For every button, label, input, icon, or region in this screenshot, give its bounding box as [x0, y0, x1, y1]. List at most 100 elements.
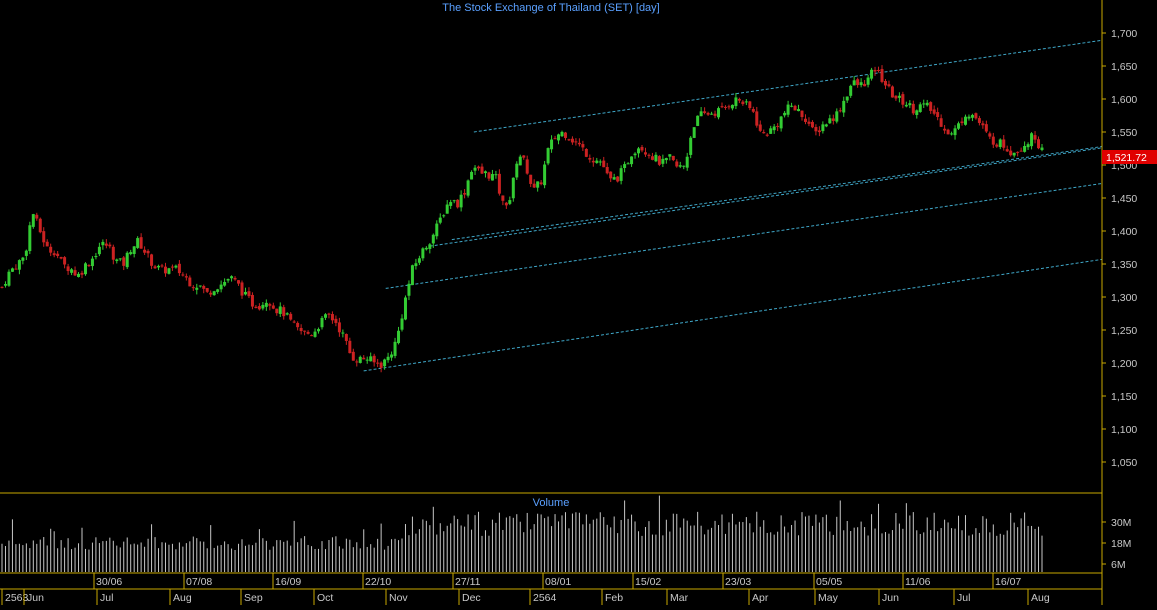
- candle-body: [111, 246, 115, 260]
- candle-body: [219, 284, 223, 290]
- candle-body: [797, 109, 801, 112]
- candle-body: [355, 361, 359, 363]
- candle-body: [807, 121, 811, 124]
- candle-body: [581, 144, 585, 148]
- candle-body: [247, 291, 251, 297]
- candle-body: [793, 105, 797, 111]
- month-label: May: [818, 592, 839, 604]
- candle-body: [143, 249, 147, 253]
- candle-body: [501, 195, 505, 201]
- candle-body: [320, 317, 324, 328]
- price-tick-label: 1,100: [1111, 424, 1137, 436]
- candle-body: [153, 266, 157, 269]
- channel-line: [363, 258, 1103, 372]
- candle-body: [936, 112, 940, 118]
- candle-body: [407, 283, 411, 296]
- candle-body: [953, 128, 957, 136]
- candle-body: [21, 257, 25, 261]
- candle-body: [1030, 133, 1034, 147]
- candle-body: [146, 250, 150, 254]
- candle-body: [303, 330, 307, 332]
- candle-body: [317, 329, 321, 332]
- candle-body: [810, 121, 814, 128]
- channel-line: [451, 146, 1103, 241]
- candle-body: [1023, 145, 1027, 152]
- candle-body: [421, 248, 425, 259]
- candle-body: [504, 202, 508, 206]
- candle-body: [445, 204, 449, 214]
- candle-body: [915, 110, 919, 115]
- candle-body: [946, 129, 950, 135]
- candle-body: [261, 304, 265, 309]
- candle-body: [379, 362, 383, 368]
- month-label: Aug: [173, 592, 192, 604]
- candle-body: [170, 266, 174, 268]
- candle-body: [289, 313, 293, 320]
- candle-body: [772, 126, 776, 131]
- candle-body: [932, 109, 936, 114]
- candle-body: [717, 108, 721, 118]
- candle-body: [275, 308, 279, 314]
- candle-body: [212, 291, 216, 296]
- candle-body: [890, 86, 894, 98]
- candle-body: [463, 193, 467, 195]
- candle-body: [250, 294, 254, 307]
- candle-body: [567, 139, 571, 141]
- last-price-badge: [1102, 150, 1157, 164]
- price-tick-label: 1,650: [1111, 61, 1137, 73]
- candle-body: [963, 116, 967, 125]
- candle-body: [776, 125, 780, 127]
- candle-body: [150, 254, 154, 266]
- date-label: 16/07: [995, 576, 1021, 588]
- candle-body: [45, 241, 49, 247]
- date-label: 08/01: [545, 576, 571, 588]
- candle-body: [282, 307, 286, 317]
- date-label: 23/03: [725, 576, 751, 588]
- candle-body: [710, 113, 714, 115]
- price-tick-label: 1,250: [1111, 325, 1137, 337]
- candle-body: [410, 265, 414, 286]
- candle-body: [376, 362, 380, 364]
- candle-body: [278, 306, 282, 314]
- candle-body: [351, 351, 355, 361]
- candle-body: [1026, 144, 1030, 148]
- candle-body: [216, 289, 220, 292]
- candle-body: [595, 160, 599, 163]
- candle-body: [950, 133, 954, 135]
- candle-body: [873, 69, 877, 72]
- date-label: 27/11: [455, 576, 481, 588]
- candle-body: [957, 123, 961, 129]
- candle-body: [132, 246, 136, 254]
- candle-body: [0, 286, 4, 288]
- candle-body: [188, 277, 192, 287]
- candle-body: [383, 359, 387, 367]
- candle-body: [522, 155, 526, 158]
- channel-line: [473, 39, 1103, 133]
- candle-body: [160, 265, 164, 267]
- candle-body: [365, 359, 369, 361]
- date-label: 30/06: [96, 576, 122, 588]
- candle-body: [157, 265, 161, 268]
- date-label: 16/09: [275, 576, 301, 588]
- candle-body: [35, 214, 39, 219]
- candle-body: [779, 116, 783, 129]
- candle-body: [341, 332, 345, 334]
- candle-body: [80, 272, 84, 275]
- price-tick-label: 1,200: [1111, 358, 1137, 370]
- candle-body: [369, 356, 373, 362]
- candle-body: [7, 271, 11, 286]
- candle-body: [668, 154, 672, 157]
- candle-body: [901, 94, 905, 105]
- candle-body: [1016, 151, 1020, 153]
- volume-title: Volume: [533, 497, 570, 509]
- price-tick-label: 1,400: [1111, 226, 1137, 238]
- candle-body: [730, 104, 734, 109]
- candle-body: [894, 95, 898, 99]
- candle-body: [87, 265, 91, 267]
- candle-body: [386, 356, 390, 361]
- month-label: Sep: [244, 592, 263, 604]
- candle-body: [925, 102, 929, 106]
- candle-body: [428, 244, 432, 249]
- candle-body: [699, 111, 703, 117]
- volume-tick-label: 6M: [1111, 559, 1126, 571]
